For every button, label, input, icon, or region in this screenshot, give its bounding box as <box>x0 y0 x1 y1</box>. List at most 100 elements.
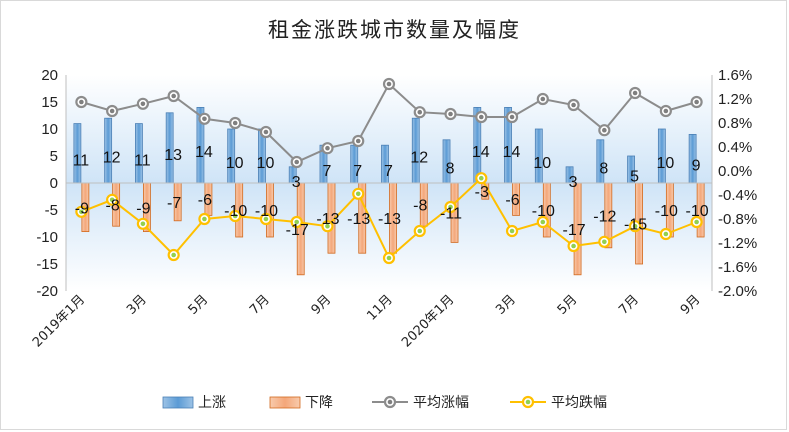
marker-avg-down-center <box>417 228 423 234</box>
data-label-up: 14 <box>503 144 521 161</box>
data-label-up: 10 <box>533 155 551 172</box>
legend-label-avg-up: 平均涨幅 <box>413 395 469 411</box>
x-tick-label: 5月 <box>186 292 212 318</box>
y-left-tick-label: 10 <box>41 121 58 138</box>
legend-label-avg-down: 平均跌幅 <box>551 395 607 411</box>
data-label-up: 10 <box>656 155 674 172</box>
data-label-up: 3 <box>292 174 301 191</box>
data-label-down: -12 <box>593 208 616 225</box>
y-right-tick-label: 0.4% <box>718 139 752 156</box>
data-label-down: -15 <box>624 217 647 234</box>
data-label-down: -10 <box>255 203 278 220</box>
data-label-down: -13 <box>347 211 370 228</box>
data-label-up: 11 <box>73 152 90 169</box>
data-label-down: -10 <box>532 203 555 220</box>
marker-avg-up-center <box>140 101 146 107</box>
marker-avg-down-center <box>571 243 576 249</box>
marker-avg-up-center <box>694 99 699 105</box>
data-label-down: -17 <box>563 222 586 239</box>
marker-avg-down-center <box>263 216 269 222</box>
marker-avg-up-center <box>109 108 115 114</box>
marker-avg-up-center <box>448 111 453 117</box>
marker-avg-up-center <box>79 99 84 105</box>
x-tick-label: 9月 <box>678 292 704 318</box>
data-label-down: -8 <box>106 198 120 215</box>
x-tick-label: 3月 <box>124 292 150 318</box>
data-label-up: 14 <box>472 144 490 161</box>
legend-swatch-down <box>269 396 301 409</box>
marker-avg-down-center <box>202 216 207 222</box>
marker-avg-up-center <box>478 114 484 120</box>
marker-avg-up-center <box>417 109 423 115</box>
y-right-tick-label: -1.2% <box>718 235 757 252</box>
legend-swatch-up <box>162 396 194 409</box>
x-tick-label: 5月 <box>555 292 581 318</box>
marker-avg-up-center <box>232 120 238 126</box>
data-label-down: -13 <box>316 211 339 228</box>
marker-avg-down-center <box>694 219 699 225</box>
y-left-tick-label: 20 <box>41 67 58 84</box>
marker-avg-down-center <box>632 223 638 229</box>
data-label-down: -8 <box>413 198 427 215</box>
legend-label-down: 下降 <box>305 395 333 411</box>
data-label-down: -9 <box>136 200 150 217</box>
y-left-tick-label: -5 <box>45 202 58 219</box>
data-label-up: 8 <box>599 160 608 177</box>
data-label-up: 12 <box>103 150 121 167</box>
x-tick-label: 2020年1月 <box>399 292 457 350</box>
y-left-tick-label: 0 <box>50 175 58 192</box>
marker-avg-down-center <box>294 219 300 225</box>
x-tick-label: 2019年1月 <box>30 292 88 350</box>
marker-avg-up-center <box>202 116 207 122</box>
marker-avg-down-center <box>79 209 84 215</box>
data-label-down: -3 <box>475 184 489 201</box>
x-tick-label: 7月 <box>616 292 642 318</box>
y-left-tick-label: 5 <box>50 148 58 165</box>
marker-avg-down-center <box>540 219 546 225</box>
data-label-up: 5 <box>630 169 639 186</box>
marker-avg-down-center <box>140 221 146 227</box>
marker-avg-down-center <box>478 175 484 181</box>
marker-avg-up-center <box>325 145 330 151</box>
marker-avg-up-center <box>571 102 576 108</box>
y-right-tick-label: -1.6% <box>718 259 757 276</box>
marker-avg-up-center <box>540 96 546 102</box>
marker-avg-down-center <box>509 228 515 234</box>
data-label-down: -10 <box>224 203 247 220</box>
data-label-down: -13 <box>378 211 401 228</box>
data-label-up: 7 <box>323 163 332 180</box>
data-label-down: -7 <box>167 195 181 212</box>
marker-avg-up-center <box>602 127 607 133</box>
data-label-up: 12 <box>410 150 428 167</box>
marker-avg-up-center <box>294 159 300 165</box>
data-label-down: -11 <box>440 206 462 223</box>
data-label-up: 10 <box>257 155 275 172</box>
data-label-up: 7 <box>384 163 393 180</box>
marker-avg-up-center <box>386 81 392 87</box>
x-tick-label: 9月 <box>309 292 335 318</box>
data-label-down: -10 <box>655 203 678 220</box>
marker-avg-down-center <box>386 255 392 261</box>
marker-avg-up-center <box>171 93 176 99</box>
y-right-tick-label: -0.8% <box>718 211 757 228</box>
y-left-tick-label: 15 <box>41 94 58 111</box>
y-right-tick-label: 1.2% <box>718 91 752 108</box>
data-label-up: 10 <box>226 155 244 172</box>
marker-avg-up-center <box>663 108 669 114</box>
marker-avg-down-center <box>325 223 330 229</box>
marker-avg-up-center <box>355 138 361 144</box>
data-label-up: 9 <box>692 158 701 175</box>
y-right-tick-label: 0.0% <box>718 163 752 180</box>
data-label-up: 13 <box>164 147 182 164</box>
legend-marker-avg-up-center <box>387 399 393 405</box>
y-right-tick-label: -0.4% <box>718 187 757 204</box>
data-label-up: 7 <box>353 163 362 180</box>
data-label-down: -6 <box>198 192 212 209</box>
data-label-up: 11 <box>134 152 151 169</box>
y-right-tick-label: 1.6% <box>718 67 752 84</box>
x-tick-label: 11月 <box>364 292 395 323</box>
y-left-tick-label: -10 <box>36 229 58 246</box>
data-label-down: -10 <box>686 203 709 220</box>
marker-avg-down-center <box>602 239 607 245</box>
